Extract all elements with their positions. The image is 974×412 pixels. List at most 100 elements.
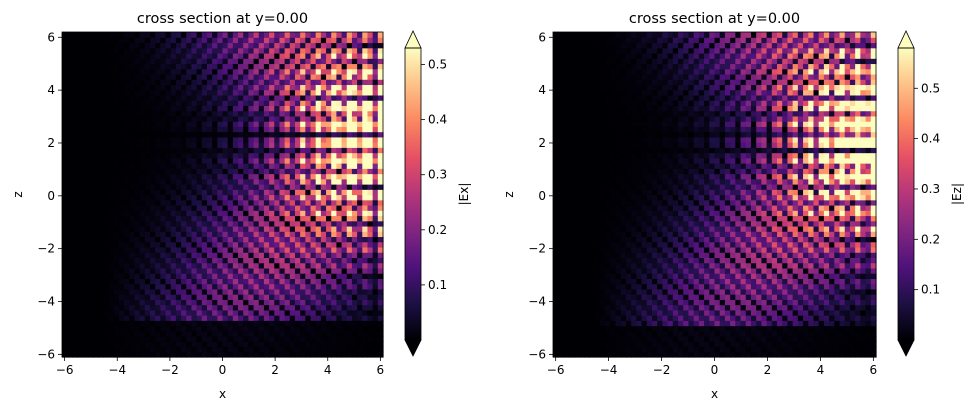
heatmap-cell — [113, 267, 120, 274]
heatmap-cell — [605, 204, 611, 211]
heatmap-cell — [300, 121, 306, 127]
heatmap-cell — [331, 189, 338, 196]
heatmap-cell — [620, 325, 627, 332]
heatmap-cell — [222, 163, 229, 169]
heatmap-cell — [589, 157, 596, 164]
heatmap-cell — [113, 351, 120, 358]
heatmap-cell — [98, 330, 105, 337]
heatmap-cell — [191, 189, 198, 196]
heatmap-cell — [258, 204, 265, 211]
heatmap-cell — [284, 210, 291, 217]
heatmap-cell — [579, 252, 585, 258]
heatmap-cell — [263, 68, 270, 75]
heatmap-cell — [558, 189, 565, 196]
heatmap-cell — [93, 147, 99, 154]
heatmap-cell — [67, 42, 73, 49]
heatmap-cell — [139, 320, 146, 327]
heatmap-cell — [274, 231, 281, 238]
heatmap-cell — [72, 199, 79, 206]
heatmap-cell — [206, 262, 213, 269]
heatmap-cell — [305, 204, 312, 211]
heatmap-cell — [315, 257, 322, 264]
heatmap-cell — [636, 315, 643, 321]
heatmap-cell — [206, 204, 213, 211]
heatmap-cell — [77, 68, 84, 75]
heatmap-cell — [610, 37, 617, 44]
heatmap-cell — [553, 32, 559, 38]
heatmap-cell — [118, 42, 125, 49]
heatmap-cell — [175, 121, 182, 127]
heatmap-cell — [201, 58, 208, 65]
heatmap-cell — [351, 100, 358, 106]
heatmap-cell — [274, 89, 281, 96]
heatmap-cell — [212, 84, 218, 91]
heatmap-cell — [636, 199, 643, 206]
heatmap-cell — [103, 231, 110, 238]
heatmap-cell — [263, 225, 270, 232]
heatmap-cell — [217, 47, 224, 54]
heatmap-cell — [175, 330, 182, 337]
heatmap-cell — [620, 252, 627, 258]
heatmap-cell — [269, 294, 275, 300]
heatmap-cell — [310, 283, 317, 290]
heatmap-cell — [129, 178, 136, 185]
heatmap-cell — [118, 52, 125, 59]
heatmap-cell — [594, 84, 601, 91]
heatmap-cell — [305, 267, 312, 274]
heatmap-cell — [284, 168, 291, 175]
heatmap-cell — [72, 136, 79, 143]
heatmap-cell — [103, 241, 110, 248]
heatmap-cell — [284, 215, 291, 222]
heatmap-cell — [98, 199, 105, 206]
heatmap-cell — [82, 225, 89, 232]
heatmap-cell — [144, 136, 151, 143]
heatmap-cell — [108, 309, 115, 316]
heatmap-cell — [82, 131, 89, 138]
heatmap-cell — [615, 225, 622, 232]
heatmap-cell — [263, 152, 270, 159]
heatmap-cell — [181, 315, 187, 321]
heatmap-cell — [620, 273, 627, 279]
heatmap-cell — [62, 126, 68, 133]
heatmap-cell — [139, 330, 146, 337]
heatmap-cell — [212, 157, 218, 164]
heatmap-cell — [573, 58, 580, 65]
heatmap-cell — [300, 288, 306, 295]
heatmap-cell — [134, 257, 141, 264]
heatmap-cell — [144, 142, 151, 148]
heatmap-cell — [175, 283, 182, 290]
heatmap-cell — [331, 168, 338, 175]
heatmap-cell — [336, 336, 343, 342]
heatmap-cell — [144, 157, 151, 164]
heatmap-cell — [625, 241, 632, 248]
heatmap-cell — [129, 163, 136, 169]
heatmap-cell — [206, 126, 213, 133]
heatmap-cell — [155, 336, 161, 342]
x-tick-label: 4 — [324, 363, 332, 377]
heatmap-cell — [139, 189, 146, 196]
heatmap-cell — [93, 241, 99, 248]
heatmap-cell — [181, 288, 187, 295]
heatmap-cell — [150, 84, 156, 91]
heatmap-cell — [170, 84, 177, 91]
heatmap-cell — [238, 42, 244, 49]
heatmap-cell — [274, 121, 281, 127]
heatmap-cell — [82, 79, 89, 86]
heatmap-cell — [631, 110, 637, 117]
heatmap-cell — [196, 288, 203, 295]
heatmap-cell — [294, 288, 301, 295]
heatmap-cell — [305, 257, 312, 264]
heatmap-cell — [274, 283, 281, 290]
heatmap-cell — [108, 52, 115, 59]
heatmap-cell — [217, 147, 224, 154]
heatmap-cell — [206, 257, 213, 264]
heatmap-cell — [87, 215, 94, 222]
heatmap-cell — [206, 105, 213, 112]
heatmap-cell — [227, 304, 234, 311]
heatmap-cell — [206, 309, 213, 316]
heatmap-cell — [284, 73, 291, 80]
heatmap-cell — [175, 252, 182, 258]
heatmap-cell — [320, 126, 327, 133]
heatmap-cell — [206, 273, 213, 279]
heatmap-cell — [206, 121, 213, 127]
